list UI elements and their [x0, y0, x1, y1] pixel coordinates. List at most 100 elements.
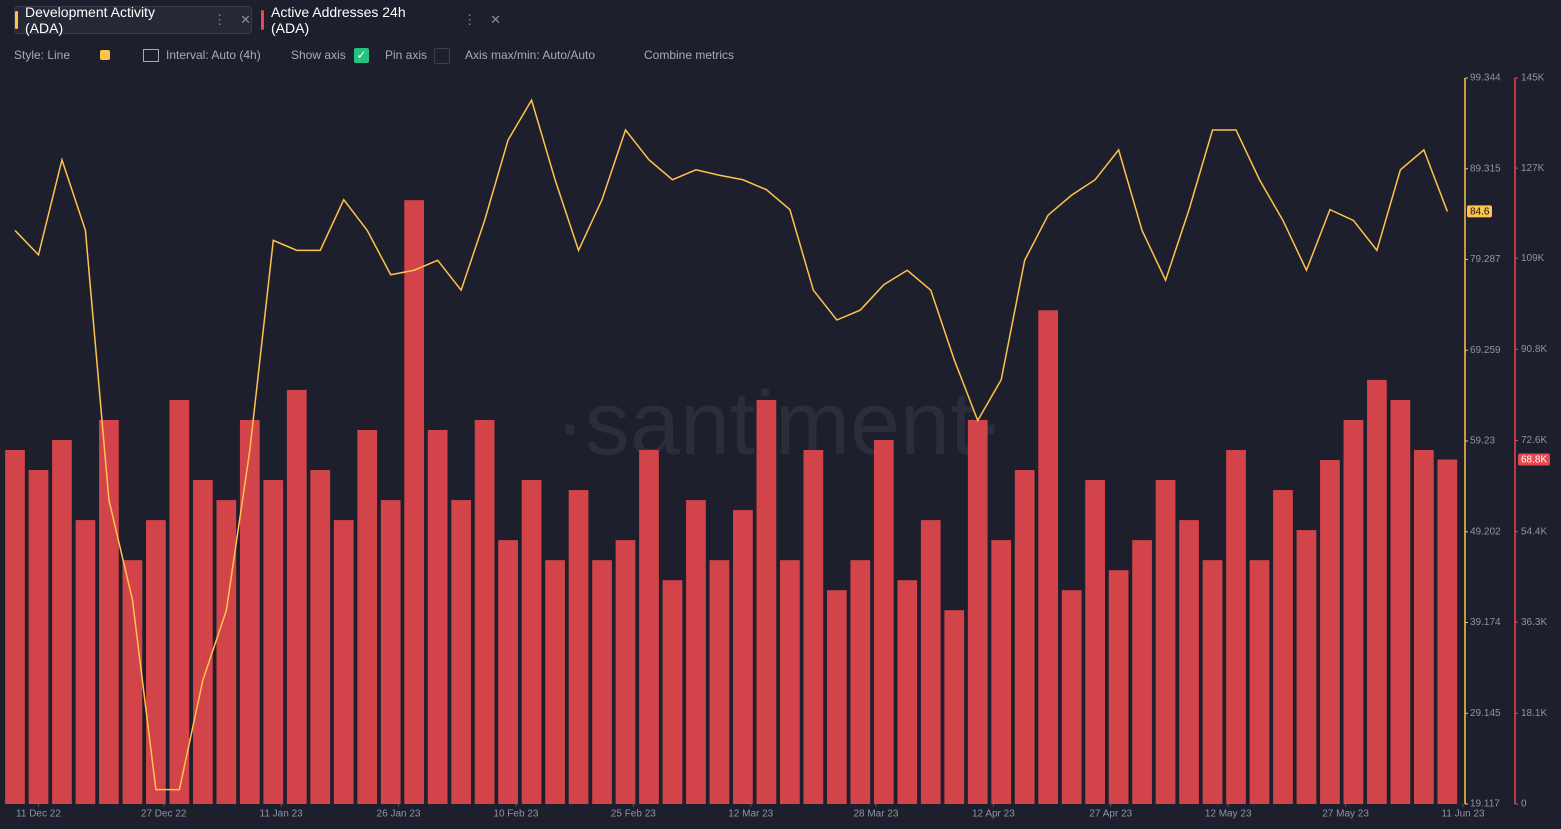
bar: [122, 560, 143, 804]
tab[interactable]: Development Activity (ADA) ⋮ ✕: [14, 4, 252, 36]
bar: [686, 500, 706, 804]
bar: [474, 419, 495, 804]
bar: [920, 520, 941, 804]
close-icon[interactable]: ✕: [240, 12, 251, 27]
bar: [169, 399, 190, 804]
bar: [1390, 399, 1411, 804]
bar: [991, 540, 1012, 804]
bar: [146, 520, 166, 804]
bar: [944, 610, 965, 804]
bar: [286, 389, 307, 804]
bar: [1061, 590, 1082, 804]
bar: [733, 510, 753, 804]
axis-minmax-select[interactable]: Axis max/min: Auto/Auto: [465, 48, 596, 62]
x-tick-label: 11 Jun 23: [1441, 809, 1485, 820]
y-tick-label: 69.259: [1470, 345, 1501, 356]
bar: [1296, 530, 1317, 804]
y2-tick-label: 145K: [1521, 73, 1545, 84]
bar: [1249, 560, 1270, 804]
show-axis-checkbox[interactable]: ✓: [354, 48, 369, 63]
x-tick-label: 25 Feb 23: [611, 809, 656, 820]
y2-tick-label: 72.6K: [1521, 435, 1547, 446]
x-tick-label: 11 Jan 23: [260, 809, 304, 820]
y-tick-label: 19.117: [1470, 799, 1500, 810]
tab-label: Development Activity (ADA): [25, 4, 155, 36]
bar: [52, 439, 72, 804]
tab-label: Active Addresses 24h (ADA): [271, 4, 406, 36]
show-axis-label: Show axis: [291, 48, 346, 62]
bar: [380, 500, 401, 804]
color-swatch[interactable]: [100, 50, 110, 60]
line: [14, 98, 1449, 791]
bar: [427, 429, 448, 804]
bar: [592, 560, 612, 804]
menu-icon[interactable]: ⋮: [213, 12, 227, 27]
bar: [662, 580, 683, 804]
y-tick-label: 89.315: [1470, 163, 1501, 174]
x-tick-label: 11 Dec 22: [16, 809, 61, 820]
bar: [451, 500, 472, 804]
y2-tick-label: 0: [1521, 799, 1527, 810]
bar: [615, 540, 636, 804]
value-badge-label: 84.6: [1470, 207, 1490, 218]
y-tick-label: 39.174: [1470, 617, 1501, 628]
bar: [1226, 450, 1246, 804]
y-tick-label: 49.202: [1470, 526, 1501, 537]
bar: [967, 419, 988, 804]
menu-icon[interactable]: ⋮: [463, 12, 477, 27]
x-tick-label: 12 Apr 23: [972, 809, 1015, 820]
bar: [263, 480, 284, 804]
bar: [404, 200, 425, 804]
pin-axis-checkbox[interactable]: [434, 48, 450, 64]
x-tick-label: 27 May 23: [1322, 809, 1369, 820]
style-select[interactable]: Style: Line: [14, 48, 71, 62]
x-tick-label: 27 Apr 23: [1089, 809, 1132, 820]
bar: [545, 560, 565, 804]
x-tick-label: 12 Mar 23: [728, 809, 773, 820]
watermark: ·santiment·: [555, 374, 1005, 474]
y2-tick-label: 127K: [1521, 163, 1545, 174]
close-icon[interactable]: ✕: [490, 12, 501, 27]
x-tick-label: 26 Jan 23: [377, 809, 421, 820]
bar: [498, 540, 518, 804]
bar: [1179, 520, 1199, 804]
bar: [568, 490, 589, 804]
bar: [216, 500, 237, 804]
combine-metrics[interactable]: Combine metrics: [644, 48, 735, 62]
bar: [99, 419, 119, 804]
bar: [239, 419, 260, 804]
bar: [1202, 560, 1223, 804]
bar: [1343, 419, 1364, 804]
bar: [780, 560, 800, 804]
bar: [75, 520, 96, 804]
y-tick-label: 79.287: [1470, 254, 1501, 265]
y-tick-label: 99.344: [1470, 73, 1501, 84]
bar: [192, 480, 213, 804]
value-badge-label: 68.8K: [1521, 455, 1547, 466]
x-tick-label: 27 Dec 22: [141, 809, 187, 820]
tab[interactable]: Active Addresses 24h (ADA) ⋮ ✕: [261, 4, 501, 36]
x-tick-label: 12 May 23: [1205, 809, 1252, 820]
bar: [357, 429, 378, 804]
x-tick-label: 10 Feb 23: [493, 809, 538, 820]
bar: [897, 580, 918, 804]
bar: [756, 399, 777, 804]
bar: [826, 590, 847, 804]
y-tick-label: 29.145: [1470, 708, 1501, 719]
bar: [709, 560, 730, 804]
bar: [1085, 480, 1105, 804]
bar: [1273, 490, 1293, 804]
bar: [1014, 470, 1035, 804]
pin-axis-label: Pin axis: [385, 48, 428, 62]
bar: [333, 520, 354, 804]
bar: [1155, 480, 1176, 804]
tab-color: [261, 10, 264, 30]
interval-select[interactable]: Interval: Auto (4h): [166, 48, 261, 62]
bar: [1132, 540, 1152, 804]
bar: [1038, 310, 1059, 804]
y-tick-label: 59.23: [1470, 436, 1495, 447]
bar: [1437, 459, 1458, 804]
bar: [639, 450, 659, 804]
